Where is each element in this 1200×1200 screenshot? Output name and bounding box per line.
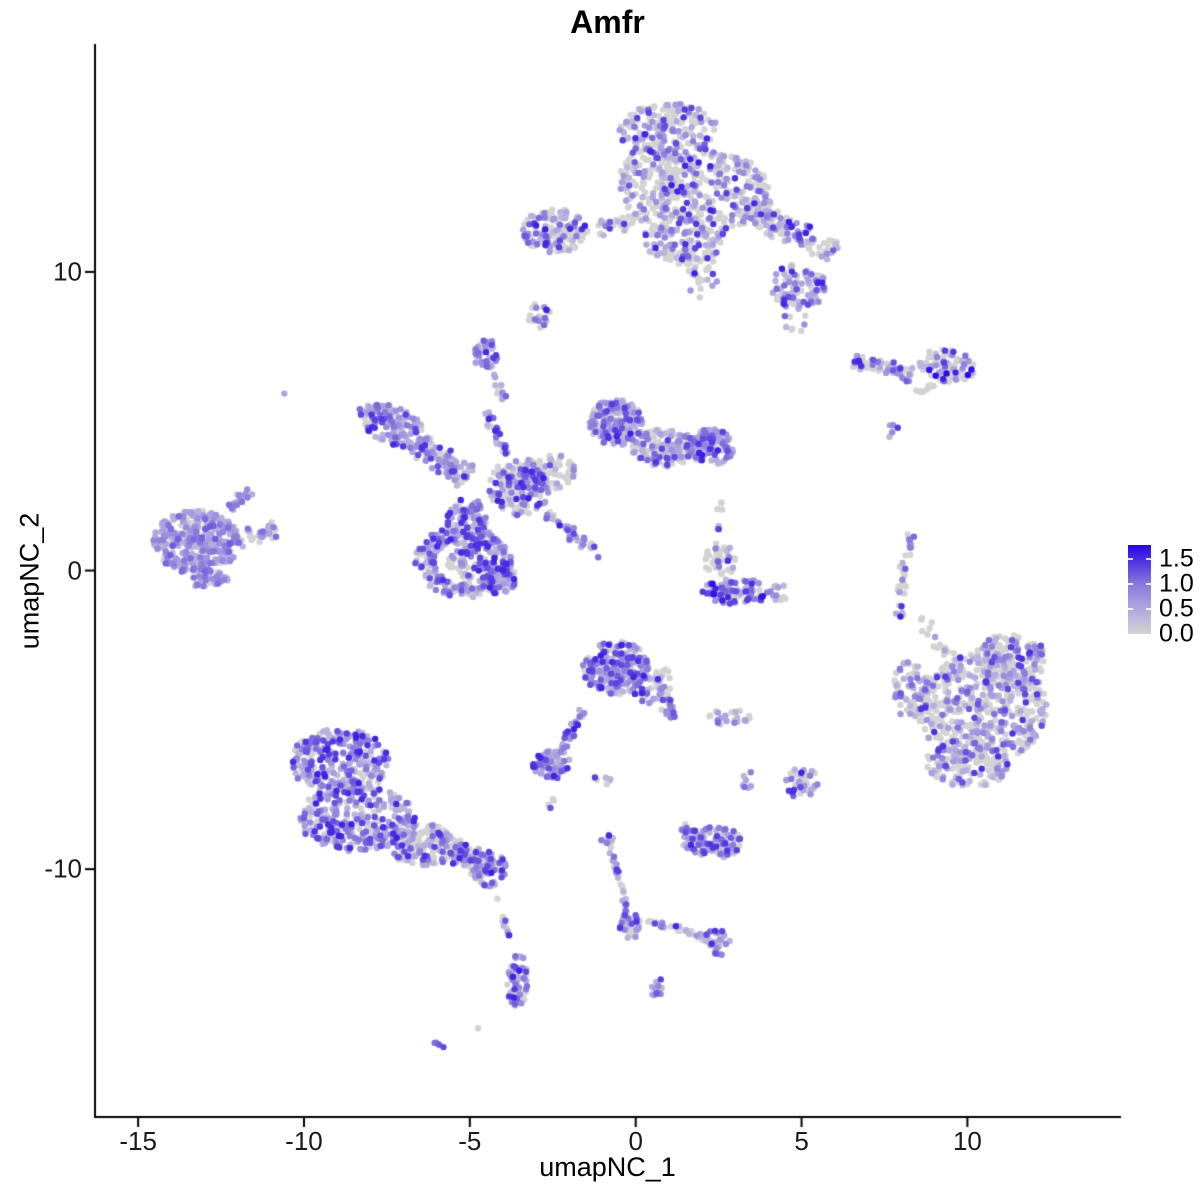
legend-tick-label: 0.0 [1159, 619, 1194, 648]
legend-tick-mark [1128, 558, 1133, 560]
x-tick-label: -5 [458, 1126, 482, 1156]
legend-tick-label: 0.5 [1159, 594, 1194, 623]
x-tick-label: -15 [119, 1126, 157, 1156]
legend-tick-mark [1128, 583, 1133, 585]
legend-tick-mark [1146, 608, 1151, 610]
legend-tick-mark [1146, 583, 1151, 585]
legend-tick-mark [1146, 558, 1151, 560]
x-tick-label: -10 [285, 1126, 323, 1156]
legend-tick-label: 1.5 [1159, 544, 1194, 573]
y-tick-label: 0 [67, 555, 82, 586]
y-tick-label: -10 [44, 853, 82, 884]
y-tick-label: 10 [53, 256, 82, 287]
x-tick-label: 0 [628, 1126, 643, 1156]
legend-tick-mark [1128, 608, 1133, 610]
x-tick-label: 5 [794, 1126, 809, 1156]
x-axis-title: umapNC_1 [539, 1152, 676, 1182]
x-tick-label: 10 [952, 1126, 982, 1156]
legend-gradient-bar [1128, 545, 1151, 634]
plot-title: Amfr [570, 4, 645, 40]
legend-tick-label: 1.0 [1159, 569, 1194, 598]
expression-legend: 1.5 1.0 0.5 0.0 [1126, 543, 1200, 648]
